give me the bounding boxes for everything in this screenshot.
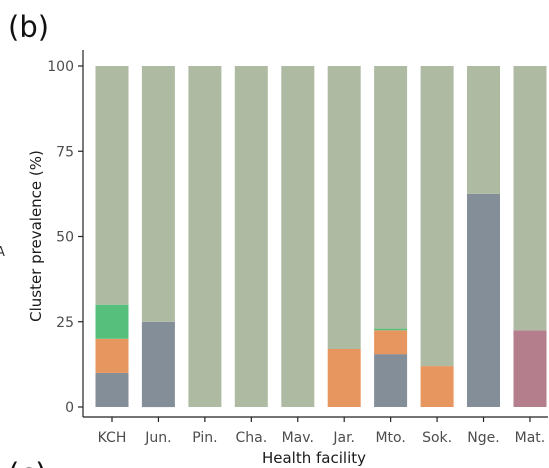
bar-segment-mto-s3 [374, 330, 408, 355]
bar-segment-sok-s5 [420, 66, 454, 367]
bars-layer [95, 66, 547, 408]
bar-segment-pin-s5 [188, 66, 222, 407]
x-tick-label: Nge. [467, 430, 499, 446]
bar-segment-jun-s5 [141, 66, 175, 322]
x-tick-label: Jun. [144, 430, 171, 446]
y-tick-label: 0 [65, 400, 74, 416]
x-tick-label: Mto. [375, 430, 405, 446]
x-tick-label: Mat. [515, 430, 546, 446]
edge-text-fragment: A [0, 245, 5, 260]
x-tick-label: Jar. [332, 430, 355, 446]
bar-segment-jun-s1 [141, 321, 175, 408]
bar-segment-kch-s1 [95, 372, 129, 407]
next-panel-label: (c) [8, 457, 47, 468]
bar-segment-sok-s3 [420, 366, 454, 407]
y-tick-label: 25 [56, 315, 74, 331]
axes-layer [82, 50, 548, 418]
x-tick-label: Mav. [282, 430, 314, 446]
x-tick-label: Sok. [422, 430, 452, 446]
bar-segment-mto-s1 [374, 354, 408, 407]
bar-segment-nge-s1 [467, 193, 500, 407]
x-ticks: KCH Jun. Pin. Cha. Mav. Jar. Mto. Sok. Nge. Mat. [98, 417, 546, 446]
bar-segment-kch-s4 [95, 304, 129, 339]
y-axis-title: Cluster prevalence (%) [27, 150, 45, 322]
bar-segment-mat-s2 [513, 330, 547, 407]
bar-segment-kch-s3 [95, 338, 129, 373]
bar-segment-mto-s4 [374, 328, 408, 331]
bar-segment-mav-s5 [281, 66, 315, 407]
panel-label: (b) [8, 10, 49, 44]
y-tick-label: 100 [47, 59, 74, 75]
x-tick-label: Cha. [235, 430, 267, 446]
bar-segment-mat-s5 [513, 66, 547, 331]
x-tick-label: Pin. [192, 430, 217, 446]
bar-segment-jar-s5 [327, 66, 361, 349]
bar-segment-cha-s5 [234, 66, 268, 407]
bar-segment-nge-s5 [467, 66, 500, 194]
x-axis-title: Health facility [262, 449, 366, 467]
bar-segment-jar-s3 [327, 349, 361, 407]
bar-segment-mto-s5 [374, 66, 408, 329]
bar-segment-kch-s5 [95, 66, 129, 305]
x-tick-label: KCH [98, 430, 127, 446]
y-tick-label: 75 [56, 144, 74, 160]
y-tick-label: 50 [56, 230, 74, 246]
y-ticks: 0 25 50 75 100 [47, 59, 83, 416]
